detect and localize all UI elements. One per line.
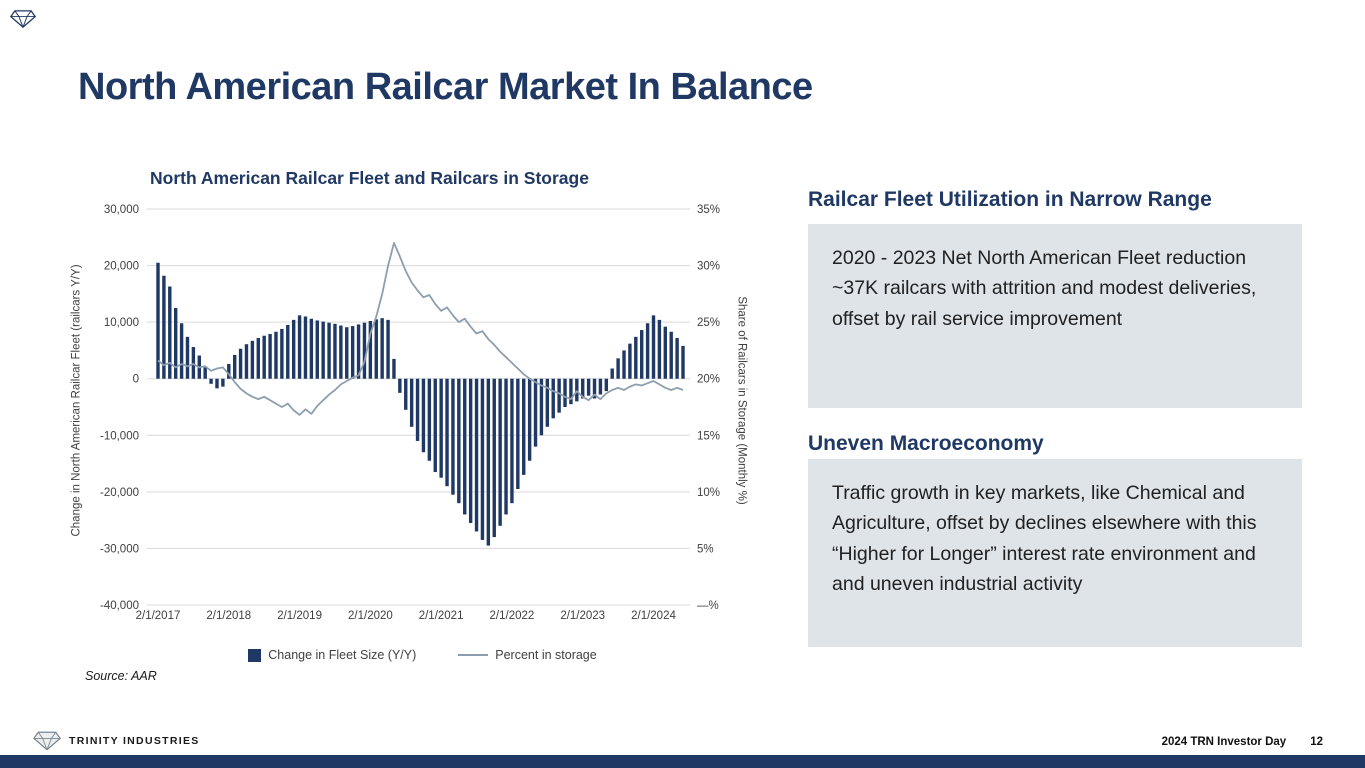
legend-item-fleet: Change in Fleet Size (Y/Y) xyxy=(248,648,416,662)
svg-text:35%: 35% xyxy=(697,204,720,216)
chart-legend: Change in Fleet Size (Y/Y) Percent in st… xyxy=(150,648,695,662)
callout-utilization: 2020 - 2023 Net North American Fleet red… xyxy=(808,224,1302,408)
svg-text:15%: 15% xyxy=(697,430,720,442)
chart-title: North American Railcar Fleet and Railcar… xyxy=(150,168,589,188)
footer-page-number: 12 xyxy=(1310,736,1323,748)
svg-text:2/1/2024: 2/1/2024 xyxy=(631,610,676,622)
railcar-fleet-storage-combo-chart: 30,000 35% 20,000 30% 10,000 25% 0 20% -10,000 15… xyxy=(100,204,720,622)
page-title: North American Railcar Market In Balance xyxy=(78,66,813,108)
svg-text:2/1/2022: 2/1/2022 xyxy=(490,610,535,622)
svg-text:20,000: 20,000 xyxy=(104,261,139,273)
svg-text:2/1/2018: 2/1/2018 xyxy=(206,610,251,622)
svg-text:5%: 5% xyxy=(697,543,714,555)
legend-item-storage: Percent in storage xyxy=(458,648,597,662)
trinity-diamond-icon xyxy=(10,10,36,28)
svg-text:2/1/2020: 2/1/2020 xyxy=(348,610,393,622)
trinity-logo-diamond-icon xyxy=(33,731,61,751)
svg-text:30%: 30% xyxy=(697,261,720,273)
bottom-accent-bar xyxy=(0,755,1365,768)
svg-text:0: 0 xyxy=(133,374,139,386)
svg-text:10,000: 10,000 xyxy=(104,317,139,329)
svg-text:20%: 20% xyxy=(697,374,720,386)
line-series-swatch-icon xyxy=(458,654,489,656)
footer-brand: TRINITY INDUSTRIES xyxy=(69,735,200,747)
callout-macroeconomy: Traffic growth in key markets, like Chem… xyxy=(808,459,1302,647)
section-heading-utilization: Railcar Fleet Utilization in Narrow Rang… xyxy=(808,188,1212,211)
svg-text:2/1/2021: 2/1/2021 xyxy=(419,610,464,622)
svg-text:-40,000: -40,000 xyxy=(100,600,139,612)
svg-text:-20,000: -20,000 xyxy=(100,487,139,499)
callout-macroeconomy-text: Traffic growth in key markets, like Chem… xyxy=(832,482,1257,596)
svg-text:25%: 25% xyxy=(697,317,720,329)
svg-text:2/1/2019: 2/1/2019 xyxy=(277,610,322,622)
legend-line-label: Percent in storage xyxy=(495,648,597,662)
footer-event-label: 2024 TRN Investor Day xyxy=(1161,736,1287,748)
trinity-logo: TRINITY INDUSTRIES xyxy=(33,731,200,751)
footer-right: 2024 TRN Investor Day 12 xyxy=(1162,736,1323,748)
source-note: Source: AAR xyxy=(85,669,157,683)
svg-text:2/1/2017: 2/1/2017 xyxy=(136,610,181,622)
svg-text:10%: 10% xyxy=(697,487,720,499)
svg-text:-10,000: -10,000 xyxy=(100,430,139,442)
legend-bar-label: Change in Fleet Size (Y/Y) xyxy=(268,648,417,662)
svg-text:30,000: 30,000 xyxy=(104,204,139,216)
bar-series-swatch-icon xyxy=(248,648,262,662)
svg-text:-30,000: -30,000 xyxy=(100,543,139,555)
svg-text:—%: —% xyxy=(697,600,719,612)
section-heading-macroeconomy: Uneven Macroeconomy xyxy=(808,432,1044,455)
callout-utilization-text: 2020 - 2023 Net North American Fleet red… xyxy=(832,247,1257,330)
svg-text:2/1/2023: 2/1/2023 xyxy=(560,610,605,622)
